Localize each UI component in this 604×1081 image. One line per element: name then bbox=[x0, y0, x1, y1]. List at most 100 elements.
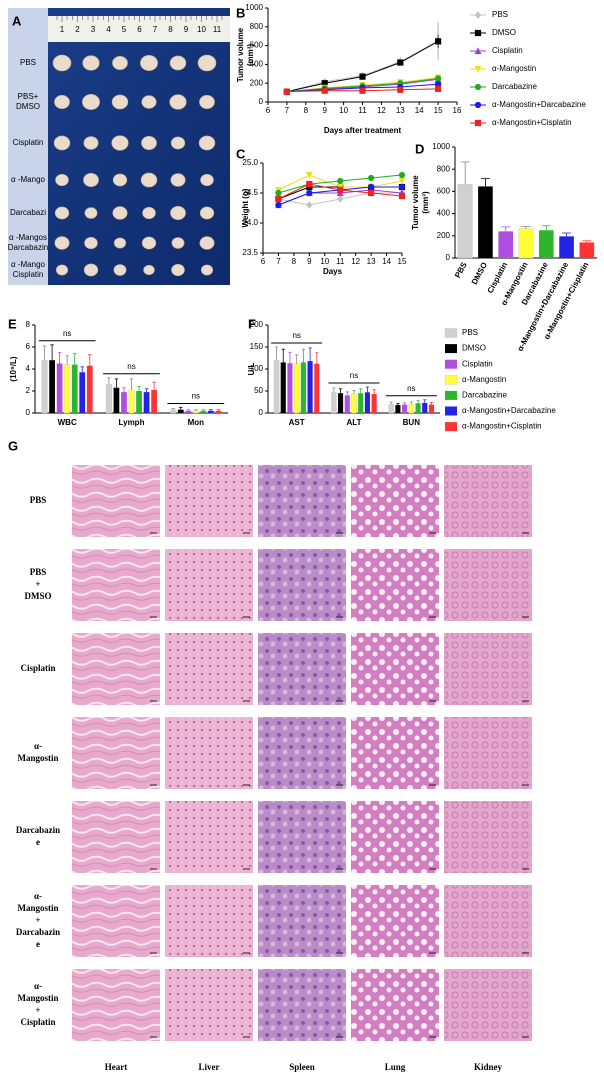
tumor bbox=[140, 55, 158, 71]
row-label: Cisplatin bbox=[13, 138, 44, 147]
marker bbox=[306, 180, 313, 188]
legend-swatch bbox=[445, 390, 457, 400]
x-tick-label: 9 bbox=[322, 106, 327, 115]
y-tick-label: 800 bbox=[250, 22, 264, 31]
row-label: Cisplatin bbox=[20, 663, 55, 673]
row-label: Darcabazin bbox=[8, 243, 48, 252]
tumor bbox=[199, 206, 215, 220]
bar bbox=[402, 404, 408, 413]
tumor bbox=[111, 135, 129, 151]
panel-label: B bbox=[236, 5, 245, 20]
histology-image bbox=[444, 969, 532, 1041]
legend-swatch bbox=[445, 344, 457, 354]
tumor bbox=[141, 236, 157, 250]
bar bbox=[273, 360, 280, 414]
row-label: α- bbox=[34, 981, 42, 991]
marker bbox=[337, 177, 344, 185]
legend-label: Cisplatin bbox=[462, 359, 493, 368]
y-tick-label: 4 bbox=[26, 364, 31, 373]
y-axis-label: Tumor volume bbox=[411, 175, 420, 230]
column-label: Lung bbox=[385, 1062, 406, 1072]
row-label: Mangostin bbox=[17, 753, 58, 763]
y-tick-label: 0 bbox=[259, 408, 264, 417]
histology-image bbox=[351, 801, 439, 873]
tumor bbox=[171, 263, 185, 277]
histology-image bbox=[165, 717, 253, 789]
bar bbox=[538, 230, 554, 258]
histology-image bbox=[351, 885, 439, 957]
bar bbox=[300, 362, 306, 413]
tumor bbox=[84, 207, 98, 219]
y-tick-label: 6 bbox=[26, 342, 31, 351]
tumor bbox=[113, 237, 127, 249]
marker bbox=[283, 88, 290, 95]
x-tick-label: 7 bbox=[276, 257, 281, 266]
legend-label: Darcabazine bbox=[492, 82, 537, 91]
legend-label: PBS bbox=[462, 328, 478, 337]
tumor bbox=[84, 236, 98, 250]
ruler-number: 6 bbox=[137, 25, 142, 34]
marker bbox=[359, 87, 366, 94]
x-tick-label: PBS bbox=[453, 260, 469, 279]
y-tick-label: 200 bbox=[250, 320, 264, 329]
bar bbox=[307, 361, 313, 413]
tumor bbox=[55, 264, 69, 276]
marker bbox=[398, 171, 406, 179]
significance-label: ns bbox=[127, 362, 135, 371]
row-label: e bbox=[36, 939, 40, 949]
panel-label: F bbox=[248, 316, 256, 331]
column-label: Kidney bbox=[474, 1062, 503, 1072]
marker bbox=[474, 83, 482, 91]
row-label: Darcabazin bbox=[16, 825, 60, 835]
marker bbox=[398, 183, 406, 191]
histology-image bbox=[258, 885, 346, 957]
y-tick-label: 8 bbox=[26, 320, 31, 329]
bar bbox=[151, 389, 157, 413]
bar bbox=[559, 236, 574, 258]
tumor bbox=[52, 54, 72, 72]
tumor bbox=[169, 55, 187, 71]
marker bbox=[398, 177, 406, 185]
y-axis-label: (mm³) bbox=[421, 191, 430, 214]
y-tick-label: 400 bbox=[250, 60, 264, 69]
tumor bbox=[140, 172, 158, 188]
y-tick-label: 1000 bbox=[432, 142, 450, 151]
x-tick-label: 12 bbox=[377, 106, 386, 115]
histology-image bbox=[444, 633, 532, 705]
y-tick-label: 25.0 bbox=[242, 158, 258, 167]
bar bbox=[128, 389, 135, 414]
ruler-number: 10 bbox=[197, 25, 206, 34]
tumor bbox=[170, 136, 186, 150]
legend-swatch bbox=[444, 328, 458, 338]
marker bbox=[306, 189, 313, 197]
histology-image bbox=[351, 633, 439, 705]
row-label: PBS bbox=[20, 58, 36, 67]
x-tick-label: 15 bbox=[398, 257, 407, 266]
marker bbox=[397, 86, 404, 93]
panel-label: E bbox=[8, 316, 17, 331]
legend-swatch bbox=[444, 375, 458, 385]
histology-image bbox=[444, 465, 532, 537]
marker bbox=[305, 171, 313, 179]
y-tick-label: 24.0 bbox=[242, 218, 258, 227]
histology-image bbox=[72, 465, 160, 537]
column-label: Heart bbox=[105, 1062, 128, 1072]
histology-image bbox=[351, 717, 439, 789]
bar bbox=[518, 228, 534, 259]
legend-label: PBS bbox=[492, 10, 508, 19]
legend-label: α-Mangostin+Darcabazine bbox=[492, 100, 586, 109]
histology-image bbox=[72, 885, 160, 957]
x-tick-label: 13 bbox=[396, 106, 405, 115]
y-tick-label: 400 bbox=[437, 209, 451, 218]
bar bbox=[64, 364, 71, 414]
histology-image bbox=[165, 885, 253, 957]
row-label: α- bbox=[34, 891, 42, 901]
histology-image bbox=[165, 801, 253, 873]
x-tick-label: Lymph bbox=[119, 418, 145, 427]
tumor bbox=[54, 206, 70, 220]
marker bbox=[275, 201, 282, 209]
legend-label: DMSO bbox=[462, 344, 486, 353]
y-tick-label: 200 bbox=[250, 78, 264, 87]
legend-label: Cisplatin bbox=[492, 46, 523, 55]
